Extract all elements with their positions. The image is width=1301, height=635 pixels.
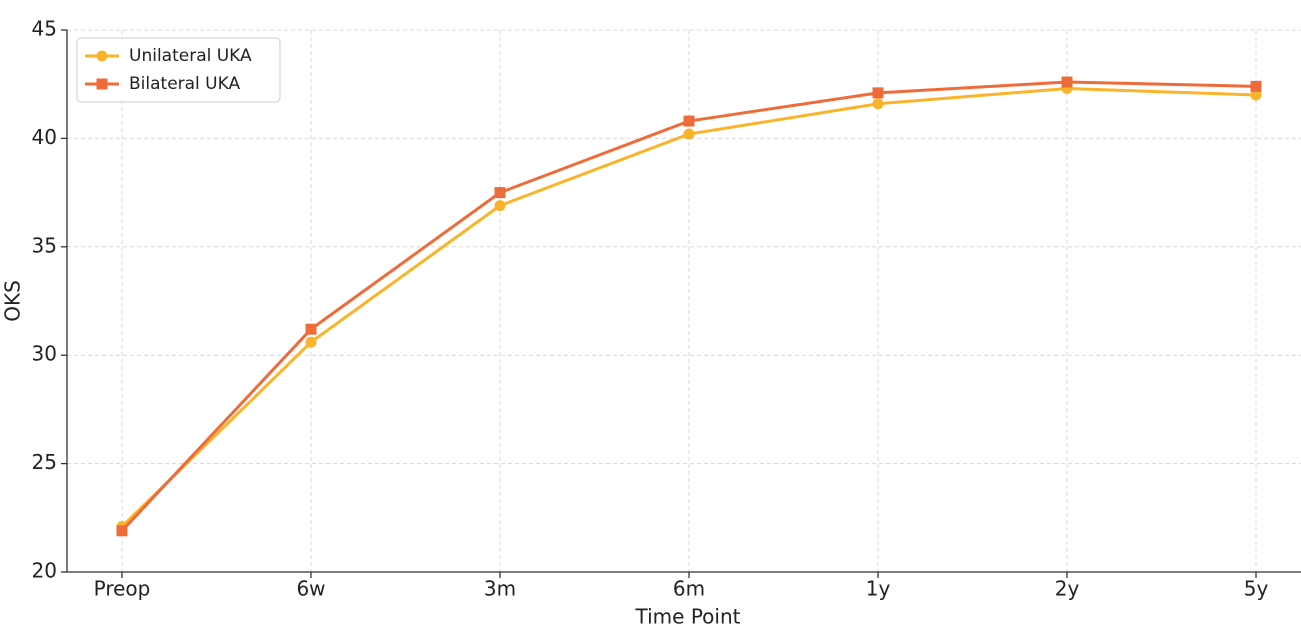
y-tick-label: 40 <box>32 125 57 149</box>
marker <box>683 115 695 127</box>
marker <box>305 336 317 348</box>
marker <box>1250 80 1262 92</box>
y-tick-label: 20 <box>32 559 57 583</box>
y-tick-label: 25 <box>32 450 57 474</box>
marker <box>1061 76 1073 88</box>
series <box>116 83 1262 532</box>
marker <box>305 323 317 335</box>
y-tick-label: 45 <box>32 17 57 41</box>
marker <box>683 128 695 140</box>
x-tick-label: Preop <box>94 577 151 601</box>
y-tick-label: 30 <box>32 342 57 366</box>
x-tick-label: 5y <box>1244 577 1269 601</box>
marker <box>872 98 884 110</box>
legend-box <box>76 37 281 103</box>
y-tick-label: 35 <box>32 233 57 257</box>
marker <box>494 187 506 199</box>
y-axis-label: OKS <box>1 280 25 322</box>
x-tick-label: 2y <box>1055 577 1080 601</box>
legend-label: Bilateral UKA <box>129 74 240 94</box>
x-tick-label: 6w <box>296 577 325 601</box>
marker <box>494 200 506 212</box>
x-tick-label: 3m <box>484 577 516 601</box>
marker <box>96 78 108 90</box>
x-axis-label: Time Point <box>635 605 741 629</box>
marker <box>96 50 108 62</box>
series <box>116 76 1262 537</box>
x-tick-label: 6m <box>673 577 705 601</box>
marker <box>116 525 128 537</box>
marker <box>872 87 884 99</box>
marker <box>1250 89 1262 101</box>
legend-label: Unilateral UKA <box>129 46 252 66</box>
x-tick-label: 1y <box>866 577 891 601</box>
